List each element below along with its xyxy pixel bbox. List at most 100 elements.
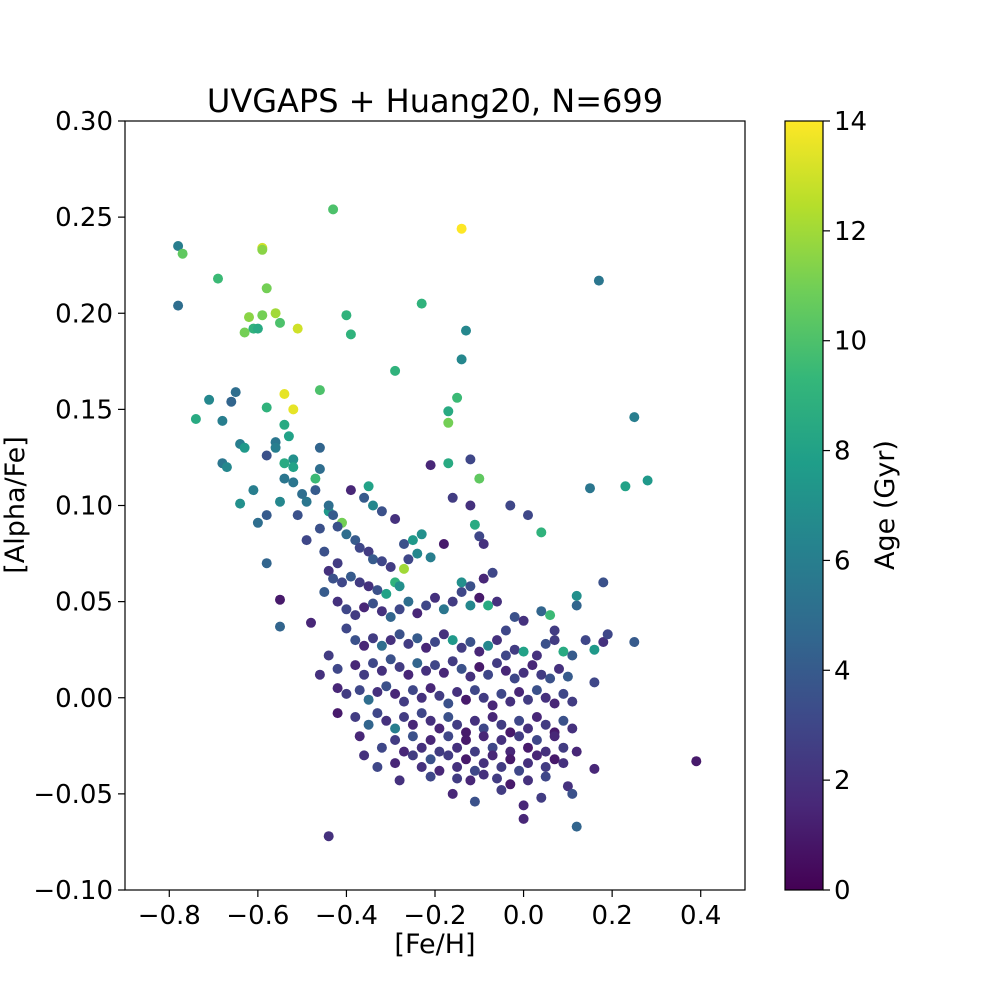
data-point [376, 640, 387, 651]
data-point [323, 565, 334, 576]
data-point [403, 554, 414, 565]
data-point [275, 496, 285, 507]
data-point [531, 712, 542, 722]
data-point [430, 637, 440, 647]
data-point [434, 765, 445, 776]
data-point [177, 248, 188, 259]
data-point [345, 329, 356, 340]
data-point [620, 481, 631, 492]
data-point [323, 831, 334, 842]
data-point [478, 723, 489, 734]
colorbar-tick-label: 12 [834, 217, 867, 247]
data-point [461, 735, 471, 745]
data-point [332, 521, 343, 532]
data-points [173, 204, 702, 842]
data-point [461, 325, 471, 336]
data-point [514, 715, 525, 726]
data-point [589, 763, 600, 774]
data-point [425, 683, 436, 694]
data-point [221, 462, 232, 473]
data-point [332, 663, 343, 674]
data-point [518, 813, 529, 824]
data-point [558, 688, 569, 699]
data-point [629, 412, 640, 423]
data-point [434, 723, 445, 734]
data-point [567, 723, 578, 734]
data-point [469, 685, 480, 696]
data-point [540, 692, 551, 703]
data-point [279, 473, 290, 484]
data-point [350, 712, 361, 722]
data-point [368, 658, 378, 669]
data-point [496, 719, 507, 730]
data-point [434, 746, 445, 757]
data-point [226, 396, 237, 407]
data-point [368, 633, 378, 644]
data-point [275, 317, 285, 328]
data-point [492, 658, 502, 669]
data-point [545, 610, 556, 621]
data-point [425, 552, 436, 563]
data-point [310, 485, 321, 496]
data-point [407, 685, 418, 696]
data-point [270, 308, 281, 319]
data-point [469, 796, 480, 807]
data-point [492, 596, 502, 607]
data-point [261, 283, 272, 294]
data-point [390, 758, 401, 769]
data-point [279, 419, 290, 430]
data-point [204, 394, 215, 405]
colorbar-tick-label: 4 [834, 656, 851, 686]
data-point [394, 581, 405, 592]
data-point [416, 298, 427, 309]
data-point [487, 567, 498, 578]
data-point [359, 750, 370, 761]
colorbar-ticks: 0 2 4 6 8 10 12 14 [823, 107, 867, 906]
data-point [314, 523, 325, 534]
data-point [514, 687, 525, 697]
data-point [257, 310, 268, 321]
data-point [381, 588, 392, 599]
data-point [527, 660, 538, 671]
data-point [173, 241, 184, 251]
data-point [354, 577, 365, 588]
data-point [531, 685, 542, 696]
data-point [487, 742, 498, 753]
data-point [474, 531, 485, 542]
data-point [558, 742, 569, 753]
data-point [452, 773, 463, 784]
data-point [580, 635, 591, 646]
data-point [465, 600, 476, 611]
data-point [363, 719, 374, 730]
x-axis-label: [Fe/H] [394, 929, 475, 960]
y-tick-label: 0.25 [55, 203, 113, 233]
data-point [474, 662, 485, 672]
data-point [292, 510, 303, 521]
data-point [412, 633, 423, 644]
y-axis-label: [Alpha/Fe] [0, 436, 31, 574]
data-point [376, 606, 387, 617]
data-point [567, 696, 578, 707]
data-point [469, 746, 480, 757]
colorbar-gradient [784, 120, 824, 891]
data-point [447, 788, 458, 799]
colorbar: 0 2 4 6 8 10 12 14 Age (Gyr) [784, 107, 901, 906]
data-point [447, 596, 458, 607]
y-tick-label: −0.05 [33, 780, 113, 810]
data-point [390, 365, 401, 376]
data-point [314, 442, 325, 453]
data-point [319, 546, 330, 557]
data-point [394, 604, 405, 615]
x-tick-label: −0.8 [138, 901, 201, 931]
data-point [412, 548, 423, 559]
data-point [478, 758, 489, 769]
data-point [270, 442, 281, 453]
data-point [385, 612, 396, 622]
data-point [452, 762, 463, 772]
data-point [500, 650, 511, 661]
data-point [430, 660, 440, 671]
data-point [412, 658, 423, 669]
data-point [385, 635, 396, 646]
data-point [403, 669, 414, 680]
data-point [549, 625, 560, 636]
